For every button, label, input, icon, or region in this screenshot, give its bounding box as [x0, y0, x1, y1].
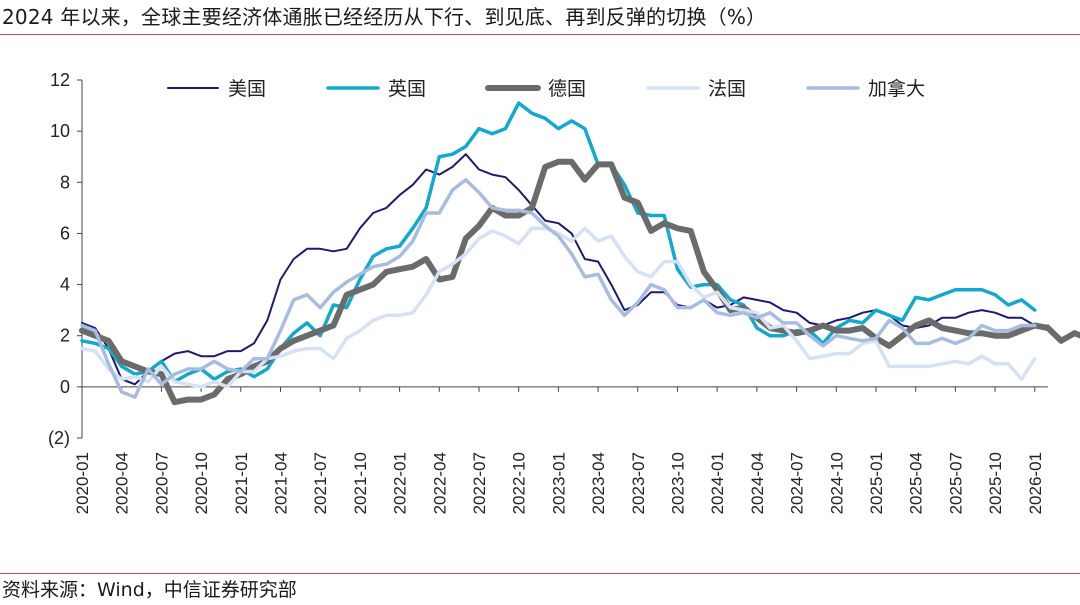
y-tick-label: 0 — [60, 377, 70, 397]
x-tick-label: 2022-10 — [510, 452, 529, 514]
y-tick-label: 12 — [50, 70, 70, 90]
legend-item: 德国 — [485, 78, 586, 100]
x-tick-label: 2024-07 — [788, 452, 807, 514]
x-tick-label: 2022-04 — [430, 452, 449, 514]
x-tick-label: 2025-07 — [946, 452, 965, 514]
x-tick-label: 2023-04 — [589, 452, 608, 514]
y-tick-label: (2) — [48, 428, 70, 448]
legend-item: 加拿大 — [806, 77, 925, 100]
legend-label: 法国 — [708, 78, 746, 100]
x-tick-label: 2024-01 — [708, 452, 727, 514]
x-tick-label: 2020-10 — [192, 452, 211, 514]
x-tick-label: 2023-10 — [668, 452, 687, 514]
legend-label: 加拿大 — [868, 77, 925, 100]
series-line-加拿大 — [80, 177, 1037, 399]
line-chart: 12 10 8 6 4 2 0 (2)2020-01 2020-04 2020-07 2020-10… — [48, 70, 1080, 514]
x-tick-label: 2021-10 — [351, 452, 370, 514]
title-divider — [0, 34, 1080, 35]
x-tick-label: 2022-01 — [391, 452, 410, 514]
series-line-英国 — [80, 101, 1037, 384]
x-tick-label: 2022-07 — [470, 452, 489, 514]
legend-item: 法国 — [646, 78, 746, 100]
x-tick-label: 2020-07 — [152, 452, 171, 514]
y-tick-label: 4 — [60, 275, 70, 295]
legend-label: 英国 — [388, 78, 426, 100]
chart-axes: 12 10 8 6 4 2 0 (2)2020-01 2020-04 2020-07 2020-10… — [48, 70, 1048, 514]
x-tick-label: 2020-04 — [113, 452, 132, 514]
x-tick-label: 2023-07 — [629, 452, 648, 514]
series-line-美国 — [81, 153, 1049, 386]
x-tick-label: 2025-04 — [907, 452, 926, 514]
x-tick-label: 2024-04 — [748, 452, 767, 514]
series-layer — [79, 101, 1080, 406]
chart-title: 2024 年以来，全球主要经济体通胀已经经历从下行、到见底、再到反弹的切换（%） — [2, 5, 767, 29]
series-line-德国 — [79, 158, 1080, 406]
y-tick-label: 8 — [60, 172, 70, 192]
x-tick-label: 2025-01 — [867, 452, 886, 514]
x-tick-label: 2026-01 — [1026, 452, 1045, 514]
legend-label: 美国 — [228, 78, 266, 100]
legend-label: 德国 — [548, 78, 586, 100]
x-tick-label: 2020-01 — [73, 452, 92, 514]
y-tick-label: 6 — [60, 223, 70, 243]
x-tick-label: 2025-10 — [986, 452, 1005, 514]
source-divider — [0, 573, 1080, 574]
series-line-法国 — [80, 226, 1037, 389]
source-note: 资料来源：Wind，中信证券研究部 — [2, 579, 297, 601]
x-tick-label: 2021-01 — [232, 452, 251, 514]
legend-item: 美国 — [167, 78, 266, 100]
y-tick-label: 10 — [50, 121, 70, 141]
x-tick-label: 2024-10 — [827, 452, 846, 514]
x-tick-label: 2023-01 — [549, 452, 568, 514]
x-tick-label: 2021-04 — [271, 452, 290, 514]
x-tick-label: 2021-07 — [311, 452, 330, 514]
legend-item: 英国 — [326, 78, 426, 100]
y-tick-label: 2 — [60, 326, 70, 346]
chart-legend: 美国 英国 德国 法国 加拿大 — [167, 77, 925, 100]
